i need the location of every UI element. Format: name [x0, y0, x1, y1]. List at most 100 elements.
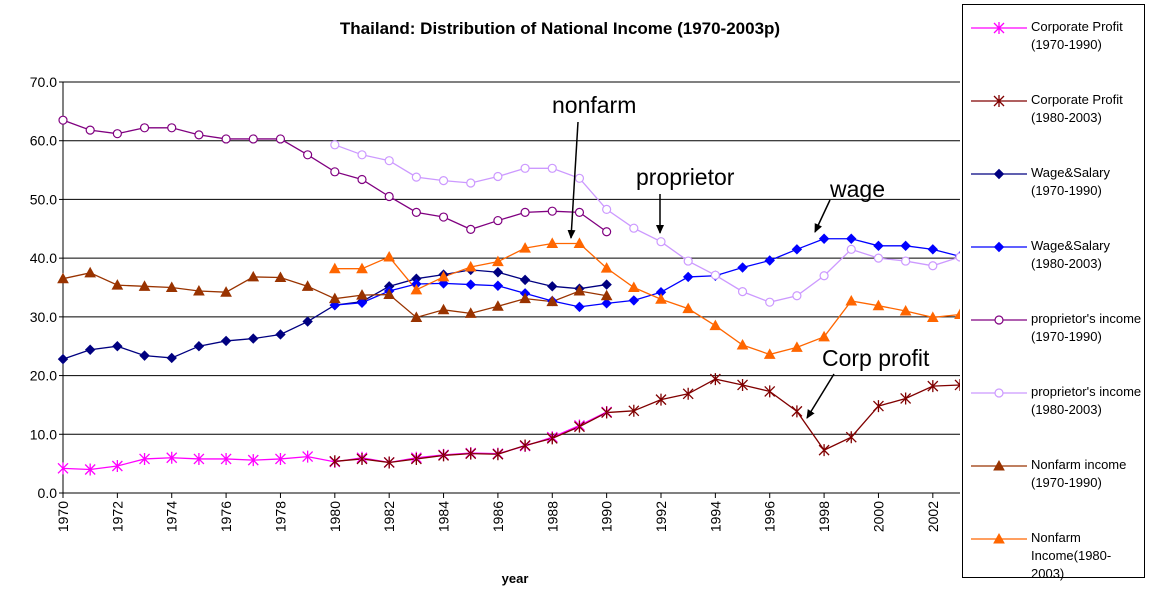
point	[994, 388, 1004, 398]
point	[656, 237, 666, 247]
point	[993, 22, 1005, 34]
x-tick-label: 1996	[762, 501, 778, 532]
point	[764, 255, 775, 266]
point	[602, 227, 612, 237]
point	[629, 223, 639, 233]
y-tick-label: 70.0	[30, 74, 57, 90]
point	[994, 315, 1004, 325]
point	[546, 295, 559, 307]
x-tick-label: 1982	[381, 501, 397, 532]
point	[573, 284, 586, 296]
point	[411, 207, 421, 217]
point	[220, 452, 232, 465]
x-tick-label: 2000	[870, 501, 886, 532]
point	[900, 392, 912, 405]
point	[519, 242, 531, 253]
annotation: nonfarm	[552, 92, 636, 118]
point	[873, 240, 884, 252]
legend-label: Corporate Profit (1970-1990)	[1031, 19, 1123, 52]
point	[438, 176, 449, 186]
legend-swatch	[971, 532, 1027, 544]
point	[166, 451, 178, 464]
point	[682, 387, 694, 400]
point	[765, 297, 775, 307]
y-tick-label: 50.0	[30, 191, 57, 207]
point	[166, 352, 177, 364]
legend-label: Corporate Profit (1980-2003)	[1031, 92, 1123, 125]
point	[872, 299, 885, 311]
point	[193, 452, 205, 465]
point	[438, 449, 450, 462]
point	[683, 256, 693, 266]
point	[275, 134, 286, 144]
point	[274, 271, 287, 283]
point	[384, 156, 394, 166]
point	[465, 447, 477, 460]
point	[954, 378, 960, 391]
point	[465, 279, 476, 290]
point	[492, 448, 504, 461]
point	[547, 206, 557, 216]
y-tick-label: 60.0	[30, 133, 57, 149]
point	[275, 329, 286, 340]
point	[466, 178, 476, 188]
legend-swatch	[971, 388, 1027, 398]
annotation-arrow	[806, 373, 835, 419]
point	[328, 262, 341, 274]
legend-label: Wage&Salary (1980-2003)	[1031, 238, 1110, 271]
point	[926, 311, 939, 322]
point	[737, 378, 749, 391]
point	[955, 252, 960, 262]
point	[193, 341, 205, 352]
legend-label: proprietor's income (1970-1990)	[1031, 311, 1142, 344]
point	[519, 274, 531, 286]
legend-label: Nonfarm income (1970-1990)	[1031, 457, 1127, 490]
chart: Thailand: Distribution of National Incom…	[30, 19, 960, 586]
point	[602, 204, 612, 215]
point	[411, 172, 421, 182]
point	[601, 298, 612, 309]
x-axis-label: year	[502, 571, 529, 586]
point	[792, 291, 802, 301]
point	[464, 260, 477, 272]
legend-swatch	[971, 241, 1027, 253]
x-tick-label: 1986	[490, 501, 506, 532]
point	[492, 255, 504, 267]
point	[764, 385, 776, 398]
point	[274, 452, 286, 465]
point	[57, 353, 69, 365]
point	[845, 294, 858, 306]
series-line	[334, 378, 960, 464]
x-tick-label: 1972	[109, 501, 125, 532]
x-tick-label: 1976	[218, 501, 234, 532]
point	[818, 444, 830, 457]
point	[519, 292, 531, 304]
point	[547, 163, 557, 173]
point	[112, 129, 122, 139]
point	[927, 244, 939, 255]
legend-label: Wage&Salary (1970-1990)	[1031, 165, 1110, 198]
point	[248, 134, 258, 144]
point	[330, 167, 340, 177]
series-line	[334, 238, 960, 308]
legend-swatch	[971, 168, 1027, 180]
point	[84, 463, 96, 476]
point	[438, 212, 449, 222]
point	[655, 393, 667, 406]
point	[900, 240, 911, 252]
point	[492, 300, 504, 311]
point	[710, 270, 720, 280]
point	[993, 241, 1005, 253]
point	[737, 287, 748, 297]
series-line	[334, 242, 960, 356]
point	[993, 532, 1005, 544]
point	[220, 286, 232, 297]
point	[330, 140, 340, 150]
legend-swatch	[971, 22, 1027, 34]
point	[57, 272, 69, 284]
point	[437, 270, 450, 282]
legend: Corporate Profit (1970-1990) Corporate Pr…	[962, 4, 1145, 581]
point	[791, 341, 803, 352]
point	[574, 301, 585, 313]
point	[492, 280, 504, 291]
